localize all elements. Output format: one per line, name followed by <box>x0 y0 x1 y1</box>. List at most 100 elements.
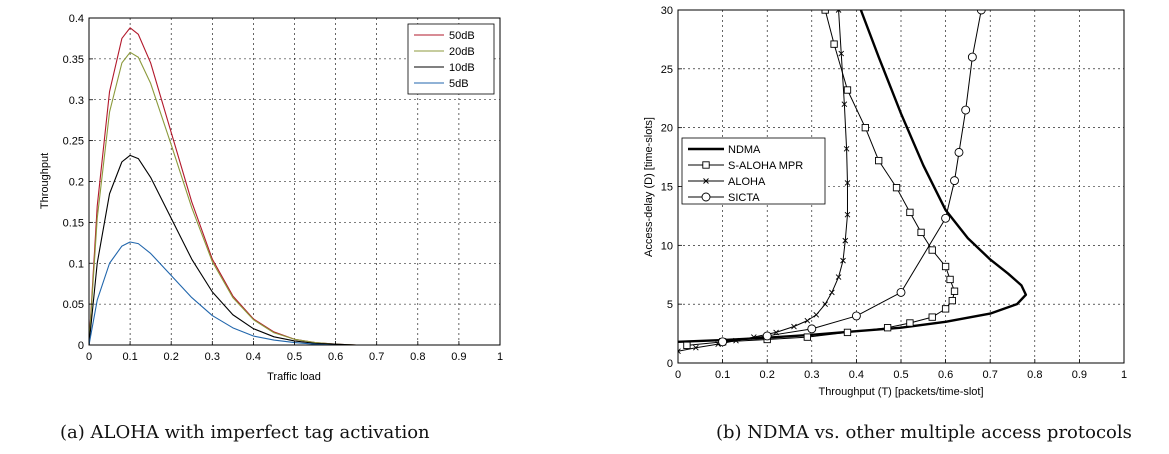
y-tick-label: 0.35 <box>63 54 84 66</box>
x-tick-label: 0.8 <box>1027 369 1042 381</box>
x-tick-label: 0 <box>86 351 92 363</box>
legend-label: 5dB <box>449 78 469 90</box>
x-tick-label: 1 <box>1121 369 1127 381</box>
data-point-s-aloha-mpr <box>917 228 925 237</box>
legend-marker <box>703 178 709 184</box>
data-point-aloha <box>751 334 757 340</box>
chart-b-legend-entries: NDMA S-ALOHA MPR ALOHA SICTA <box>688 144 803 204</box>
chart-a-legend-box <box>407 23 495 95</box>
series-ndma <box>678 10 1028 344</box>
x-tick-label: 0.6 <box>938 369 953 381</box>
x-tick-label: 0.4 <box>849 369 864 381</box>
chart-a-grid <box>89 18 500 345</box>
y-tick-label: 10 <box>661 240 673 252</box>
legend-entry-aloha: ALOHA <box>688 176 766 188</box>
x-tick-label: 0.9 <box>1072 369 1087 381</box>
legend-label: ALOHA <box>728 176 766 188</box>
data-point-sicta <box>941 213 951 223</box>
data-point-aloha <box>791 323 797 330</box>
data-point-s-aloha-mpr <box>883 324 892 332</box>
legend-label: 10dB <box>449 62 475 74</box>
y-tick-label: 0.3 <box>69 95 84 107</box>
data-point-aloha <box>693 344 699 351</box>
series-sicta <box>718 10 986 347</box>
legend-label: NDMA <box>728 144 761 156</box>
x-tick-label: 0.8 <box>410 351 425 363</box>
legend-label: 20dB <box>449 46 475 58</box>
x-tick-label: 0.7 <box>369 351 384 363</box>
data-point-sicta <box>950 176 959 186</box>
data-point-s-aloha-mpr <box>892 184 901 192</box>
x-tick-label: 0.4 <box>246 351 261 363</box>
data-point-aloha <box>838 50 845 57</box>
data-point-aloha <box>843 146 850 152</box>
data-point-s-aloha-mpr <box>941 305 950 313</box>
y-tick-label: 0.1 <box>69 258 84 270</box>
series-line-s-aloha-mpr <box>686 10 956 346</box>
chart-a-legend: 50dB 20dB 10dB 5dB <box>407 23 495 95</box>
legend-entry-s-aloha-mpr: S-ALOHA MPR <box>688 160 803 172</box>
chart-a-caption: (a) ALOHA with imperfect tag activation <box>60 422 430 443</box>
data-point-s-aloha-mpr <box>843 328 852 337</box>
x-tick-label: 0.5 <box>893 369 908 381</box>
y-tick-label: 0.2 <box>69 177 84 189</box>
chart-b-y-axis-label: Access-delay (D) [time-slots] <box>643 117 655 257</box>
y-tick-label: 0 <box>78 340 84 352</box>
data-point-aloha <box>678 348 681 355</box>
data-point-s-aloha-mpr <box>928 313 936 321</box>
chart-b-ticks: 0 0.1 0.2 0.3 0.4 0.5 0.6 0.7 0.8 0.9 105101520253… <box>661 5 1127 381</box>
legend-entry-sicta: SICTA <box>688 192 760 204</box>
y-tick-label: 0.25 <box>63 136 84 148</box>
x-tick-label: 0.5 <box>287 351 302 363</box>
legend-label: SICTA <box>728 192 760 204</box>
data-point-s-aloha-mpr <box>843 86 852 94</box>
data-point-sicta <box>762 331 772 341</box>
data-point-aloha <box>822 301 828 307</box>
x-tick-label: 0.1 <box>715 369 730 381</box>
data-point-s-aloha-mpr <box>906 208 914 217</box>
chart-a: 0 0.1 0.2 0.3 0.4 0.5 0.6 0.7 0.8 0.9 1 0 0.05 0.1 0.1… <box>39 13 503 443</box>
chart-a-x-axis-label: Traffic load <box>267 371 321 383</box>
y-tick-label: 5 <box>667 299 673 311</box>
legend-entry-10db: 10dB <box>414 62 475 74</box>
legend-entry-5db: 5dB <box>414 78 469 90</box>
data-point-s-aloha-mpr <box>861 124 869 132</box>
x-tick-label: 1 <box>497 351 503 363</box>
legend-entry-50db: 50dB <box>414 30 475 42</box>
series-line-20db <box>89 51 500 345</box>
series-s-aloha-mpr <box>683 10 959 349</box>
data-point-sicta <box>896 287 906 297</box>
x-tick-label: 0 <box>675 369 681 381</box>
chart-b-legend: NDMA S-ALOHA MPR ALOHA SICTA <box>681 137 826 205</box>
x-tick-label: 0.2 <box>760 369 775 381</box>
data-point-aloha <box>844 180 851 186</box>
chart-a-series <box>89 27 500 345</box>
data-point-aloha <box>829 289 835 296</box>
x-tick-label: 0.2 <box>164 351 179 363</box>
data-point-aloha <box>835 274 842 280</box>
y-tick-label: 0 <box>667 358 673 370</box>
data-point-s-aloha-mpr <box>928 246 936 254</box>
data-point-sicta <box>718 337 728 347</box>
y-tick-label: 20 <box>661 123 673 135</box>
chart-b: 0 0.1 0.2 0.3 0.4 0.5 0.6 0.7 0.8 0.9 105101520253… <box>643 5 1132 443</box>
legend-entry-ndma: NDMA <box>688 144 761 156</box>
x-tick-label: 0.3 <box>804 369 819 381</box>
x-tick-label: 0.9 <box>451 351 466 363</box>
data-point-sicta <box>976 10 986 15</box>
series-10db <box>89 154 500 345</box>
data-point-sicta <box>961 105 971 115</box>
x-tick-label: 0.3 <box>205 351 220 363</box>
data-point-s-aloha-mpr <box>948 296 956 305</box>
y-tick-label: 15 <box>661 182 673 194</box>
y-tick-label: 25 <box>661 64 673 76</box>
legend-label: S-ALOHA MPR <box>728 160 803 172</box>
data-point-aloha <box>841 101 848 107</box>
series-20db <box>89 51 500 345</box>
data-point-aloha <box>733 337 739 344</box>
x-tick-label: 0.7 <box>983 369 998 381</box>
chart-a-legend-entries: 50dB 20dB 10dB 5dB <box>414 30 475 90</box>
data-point-sicta <box>851 311 861 321</box>
data-point-s-aloha-mpr <box>830 40 838 48</box>
